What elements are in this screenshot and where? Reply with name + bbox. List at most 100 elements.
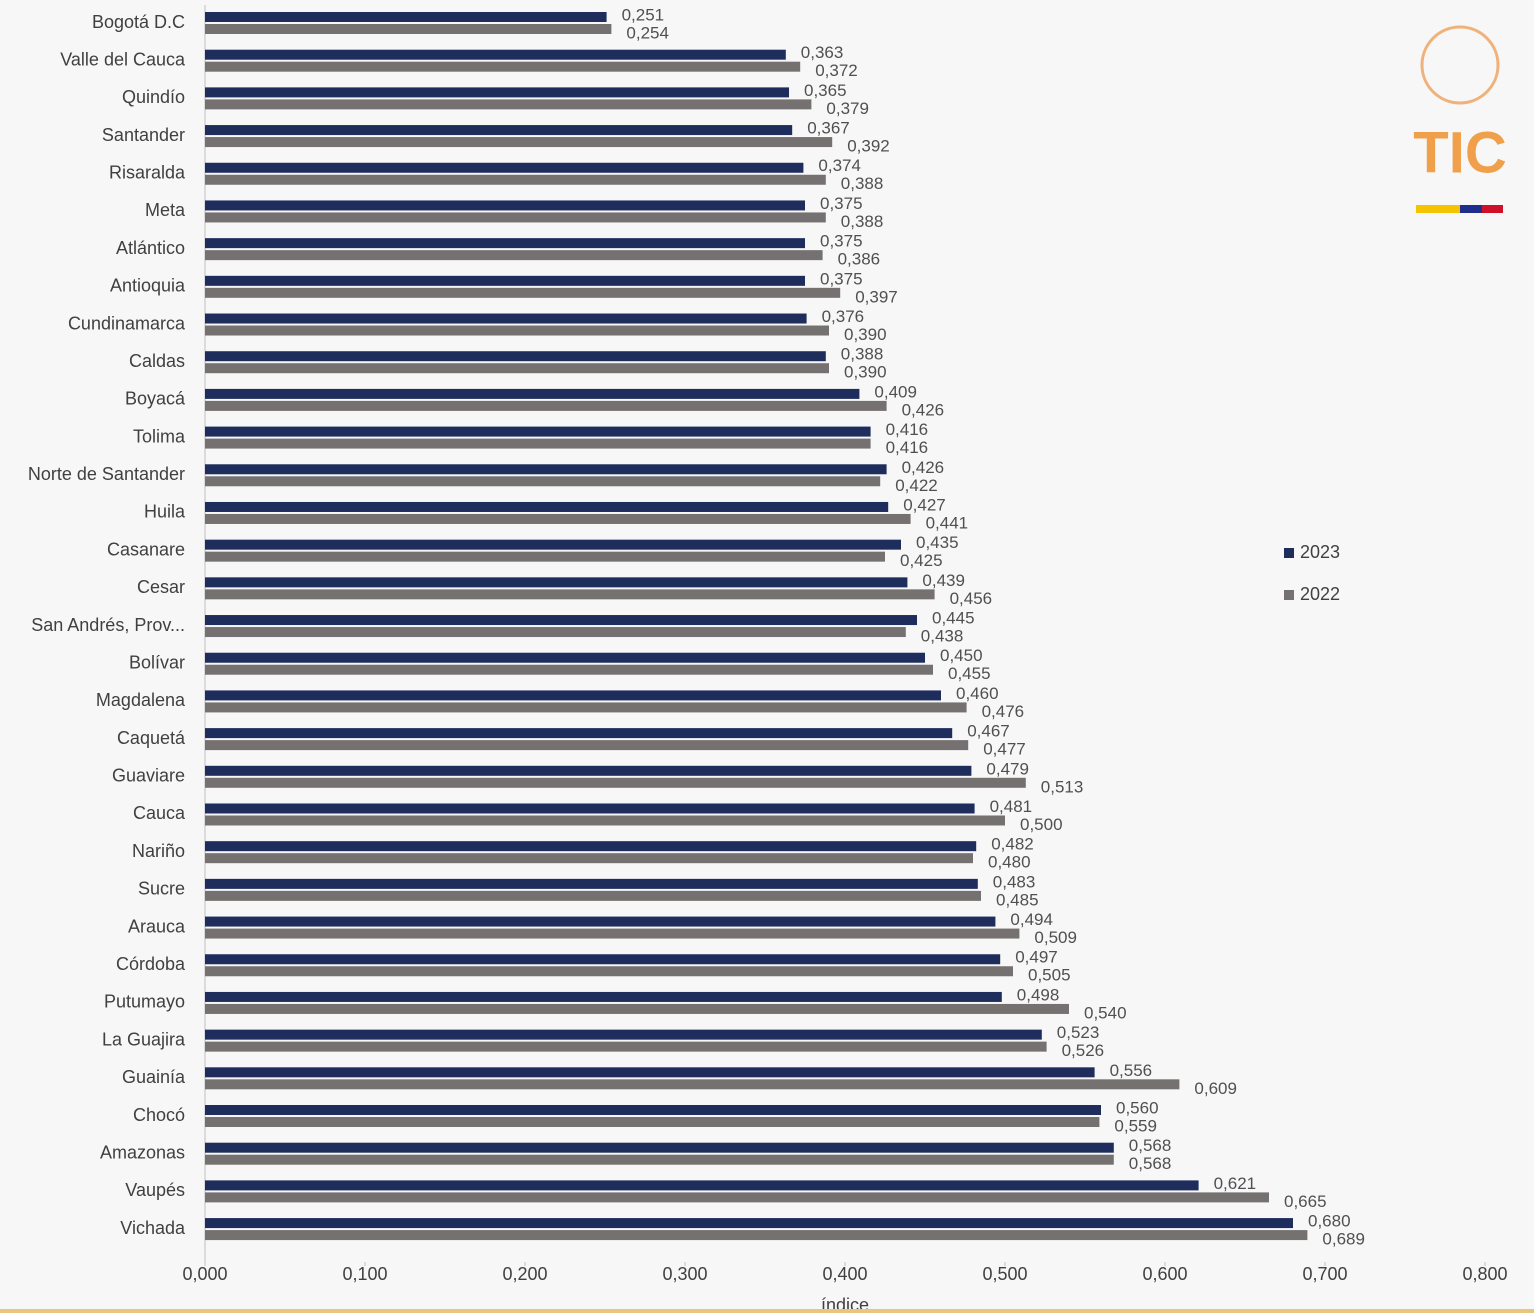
- bar: [205, 99, 812, 110]
- y-tick-label: Vaupés: [125, 1180, 185, 1200]
- bar: [205, 803, 975, 814]
- value-label: 0,568: [1129, 1154, 1172, 1173]
- value-label: 0,456: [950, 589, 993, 608]
- flag-yellow: [1416, 205, 1460, 213]
- legend-label: 2022: [1300, 584, 1340, 604]
- value-label: 0,435: [916, 533, 959, 552]
- value-label: 0,559: [1114, 1116, 1157, 1135]
- y-tick-label: Norte de Santander: [28, 464, 185, 484]
- value-label: 0,609: [1194, 1079, 1237, 1098]
- x-tick-label: 0,600: [1142, 1264, 1187, 1284]
- value-label: 0,390: [844, 325, 887, 344]
- value-label: 0,390: [844, 363, 887, 382]
- bar: [205, 991, 1002, 1002]
- value-label: 0,379: [826, 99, 869, 118]
- bar: [205, 728, 953, 739]
- value-label: 0,441: [926, 513, 969, 532]
- bar: [205, 1079, 1180, 1090]
- bar: [205, 250, 823, 261]
- bar: [205, 1192, 1269, 1203]
- y-tick-label: Guainía: [122, 1067, 186, 1087]
- value-label: 0,494: [1010, 910, 1053, 929]
- value-label: 0,438: [921, 627, 964, 646]
- bar: [205, 438, 871, 449]
- bar: [205, 1218, 1293, 1229]
- value-label: 0,439: [922, 571, 965, 590]
- value-label: 0,376: [822, 307, 865, 326]
- bar: [205, 589, 935, 600]
- bar: [205, 388, 860, 399]
- x-tick-label: 0,500: [982, 1264, 1027, 1284]
- bar: [205, 287, 841, 298]
- value-label: 0,365: [804, 81, 847, 100]
- value-label: 0,422: [895, 476, 938, 495]
- bar: [205, 24, 612, 34]
- bottom-border: [0, 1309, 1534, 1313]
- y-tick-label: Bogotá D.C: [92, 12, 185, 32]
- value-label: 0,416: [886, 438, 929, 457]
- value-label: 0,513: [1041, 777, 1084, 796]
- value-label: 0,375: [820, 269, 863, 288]
- y-tick-label: Caquetá: [117, 728, 186, 748]
- value-label: 0,388: [841, 212, 884, 231]
- bar: [205, 916, 996, 927]
- flag-red: [1482, 205, 1503, 213]
- bar: [205, 162, 804, 173]
- bar: [205, 615, 917, 626]
- bar: [205, 551, 885, 562]
- bar: [205, 1117, 1100, 1128]
- bar: [205, 363, 829, 374]
- y-tick-label: Sucre: [138, 879, 185, 899]
- value-label: 0,367: [807, 119, 850, 138]
- y-tick-label: Atlántico: [116, 238, 185, 258]
- value-label: 0,498: [1017, 985, 1060, 1004]
- bar: [205, 351, 826, 362]
- bar: [205, 400, 887, 411]
- bar: [205, 1041, 1047, 1052]
- x-axis-label: índice: [821, 1295, 869, 1313]
- value-label: 0,374: [818, 156, 861, 175]
- bar: [205, 577, 908, 588]
- value-label: 0,363: [801, 43, 844, 62]
- bar: [205, 275, 805, 286]
- value-label: 0,445: [932, 609, 975, 628]
- value-label: 0,497: [1015, 948, 1058, 967]
- value-label: 0,540: [1084, 1003, 1127, 1022]
- value-label: 0,375: [820, 232, 863, 251]
- value-label: 0,568: [1129, 1136, 1172, 1155]
- bar: [205, 928, 1020, 939]
- value-label: 0,455: [948, 664, 991, 683]
- value-label: 0,397: [855, 287, 898, 306]
- y-tick-label: Cauca: [133, 803, 186, 823]
- value-label: 0,427: [903, 495, 946, 514]
- bar: [205, 815, 1005, 826]
- y-tick-label: Guaviare: [112, 766, 185, 786]
- bar: [205, 539, 901, 550]
- bar: [205, 426, 871, 437]
- flag-blue: [1460, 205, 1482, 213]
- bar: [205, 200, 805, 211]
- bar: [205, 1029, 1042, 1040]
- y-tick-label: Tolima: [133, 426, 186, 446]
- bar: [205, 690, 941, 701]
- y-tick-label: Meta: [145, 200, 186, 220]
- bar: [205, 740, 969, 751]
- value-label: 0,621: [1214, 1174, 1257, 1193]
- bar: [205, 1142, 1114, 1153]
- bar: [205, 61, 801, 72]
- y-tick-label: Nariño: [132, 841, 185, 861]
- y-tick-label: Cesar: [137, 577, 185, 597]
- value-label: 0,481: [990, 797, 1033, 816]
- y-tick-label: Chocó: [133, 1105, 185, 1125]
- bar: [205, 464, 887, 475]
- y-tick-label: Magdalena: [96, 690, 186, 710]
- logo-emblem: [1420, 25, 1500, 105]
- y-tick-label: Antioquia: [110, 276, 186, 296]
- value-label: 0,467: [967, 722, 1010, 741]
- bar: [205, 1230, 1308, 1241]
- bar: [205, 174, 826, 185]
- value-label: 0,426: [902, 400, 945, 419]
- value-label: 0,523: [1057, 1023, 1100, 1042]
- bar: [205, 1067, 1095, 1078]
